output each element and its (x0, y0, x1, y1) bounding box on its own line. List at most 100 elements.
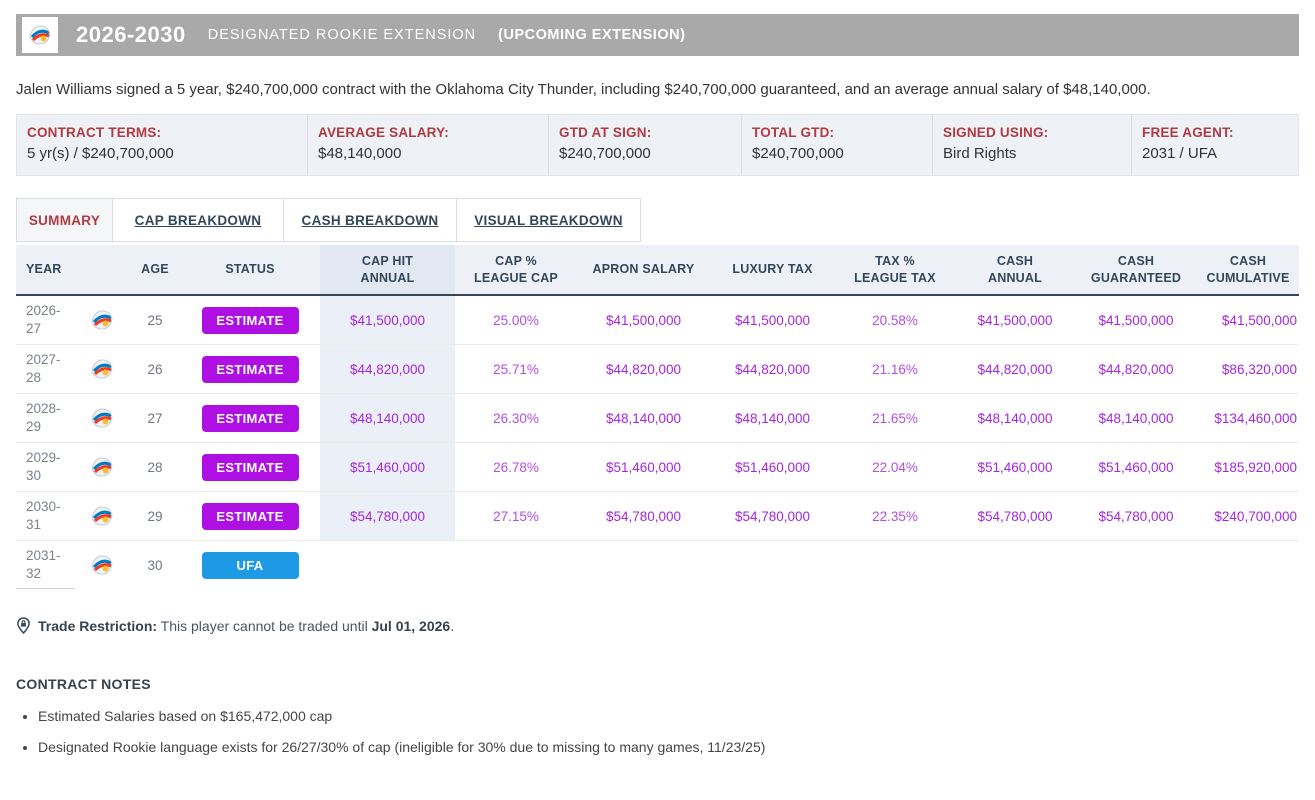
tab-visual-breakdown[interactable]: VISUAL BREAKDOWN (457, 198, 641, 242)
tab-cash-breakdown[interactable]: CASH BREAKDOWN (284, 198, 457, 242)
luxury-tax-cell: $41,500,000 (734, 312, 811, 328)
column-header-line2: ANNUAL (360, 270, 415, 285)
trade-restriction-period: . (450, 617, 455, 634)
status-badge-estimate: ESTIMATE (201, 404, 299, 432)
term-label: CONTRACT TERMS: (27, 125, 162, 140)
status-badge-estimate: ESTIMATE (201, 453, 299, 481)
tab-summary[interactable]: SUMMARY (16, 198, 113, 242)
column-header-status: STATUS (180, 245, 320, 294)
term-contract-terms: CONTRACT TERMS: 5 yr(s) / $240,700,000 (17, 115, 307, 175)
year-text: 2028-29 (26, 401, 61, 434)
year-cell: 2031-32 (16, 541, 74, 589)
column-header-line2: CUMULATIVE (1206, 270, 1290, 285)
column-header-year: YEAR (16, 245, 74, 294)
apron-salary-cell: $44,820,000 (605, 361, 682, 377)
column-header-team-logo (74, 245, 130, 294)
status-badge-ufa: UFA (201, 551, 299, 579)
status-cell: ESTIMATE (180, 345, 320, 393)
cash-guaranteed-cell: $44,820,000 (1098, 361, 1174, 377)
column-header-line1: CASH (1229, 254, 1267, 269)
trade-restriction-date: Jul 01, 2026 (371, 617, 451, 634)
cash-cumulative-cell (1197, 541, 1299, 589)
team-logo-icon (91, 310, 113, 330)
status-cell: ESTIMATE (180, 394, 320, 442)
team-logo-icon (91, 555, 113, 575)
contract-note-item: Estimated Salaries based on $165,472,000… (38, 708, 1299, 724)
table-body: 2026-27 25 ESTIMATE $41,500,000 25.00% $41,5… (16, 296, 1299, 589)
term-gtd-at-sign: GTD AT SIGN: $240,700,000 (548, 115, 741, 175)
term-label: AVERAGE SALARY: (318, 125, 450, 140)
cap-hit-cell: $41,500,000 (320, 296, 455, 344)
cash-guaranteed-cell: $54,780,000 (1098, 508, 1174, 524)
apron-salary-cell (577, 541, 710, 589)
tab-bar: SUMMARY CAP BREAKDOWN CASH BREAKDOWN VISUAL… (16, 198, 1299, 242)
team-logo-cell (74, 345, 130, 393)
age-cell: 26 (147, 361, 163, 377)
team-logo-cell (74, 492, 130, 540)
column-header-age: AGE (130, 245, 180, 294)
status-badge-estimate: ESTIMATE (201, 306, 299, 334)
luxury-tax-cell: $54,780,000 (734, 508, 811, 524)
cash-annual-cell: $54,780,000 (977, 508, 1053, 524)
cash-cumulative-cell: $134,460,000 (1214, 410, 1297, 426)
column-header-cap-hit: CAP HIT ANNUAL (320, 245, 455, 294)
cap-hit-cell: $54,780,000 (320, 492, 455, 540)
tab-cap-breakdown[interactable]: CAP BREAKDOWN (113, 198, 284, 242)
year-cell: 2030-31 (16, 492, 74, 540)
column-header-line2: ANNUAL (988, 270, 1042, 285)
team-logo-icon (91, 457, 113, 477)
team-logo-icon (91, 408, 113, 428)
cash-cumulative-cell: $185,920,000 (1214, 459, 1297, 475)
cap-pct-cell: 26.78% (493, 459, 539, 475)
cash-annual-cell: $44,820,000 (977, 361, 1053, 377)
cap-hit-cell: $51,460,000 (320, 443, 455, 491)
column-header-line2: LEAGUE TAX (854, 270, 936, 285)
column-header-apron-salary: APRON SALARY (577, 245, 710, 294)
cap-hit-cell: $44,820,000 (320, 345, 455, 393)
contract-status-label: (UPCOMING EXTENSION) (498, 27, 686, 43)
trade-restriction: Trade Restriction: This player cannot be… (16, 617, 1299, 634)
team-logo-cell (74, 443, 130, 491)
age-cell: 30 (147, 557, 163, 573)
table-row: 2027-28 26 ESTIMATE $44,820,000 25.71% $44,8… (16, 345, 1299, 394)
year-text: 2030-31 (26, 499, 61, 532)
cap-hit-cell: $48,140,000 (320, 394, 455, 442)
status-badge-estimate: ESTIMATE (201, 502, 299, 530)
apron-salary-cell: $41,500,000 (605, 312, 682, 328)
luxury-tax-cell (710, 541, 835, 589)
table-row: 2026-27 25 ESTIMATE $41,500,000 25.00% $41,5… (16, 296, 1299, 345)
cap-pct-cell (455, 541, 577, 589)
contract-table: YEAR AGE STATUS CAP HIT ANNUAL CAP % LEAGUE CA… (16, 245, 1299, 589)
term-label: TOTAL GTD: (752, 125, 835, 140)
term-label: FREE AGENT: (1142, 125, 1234, 140)
status-cell: ESTIMATE (180, 296, 320, 344)
cash-guaranteed-cell: $41,500,000 (1098, 312, 1174, 328)
table-row: 2028-29 27 ESTIMATE $48,140,000 26.30% $48,1… (16, 394, 1299, 443)
apron-salary-cell: $54,780,000 (605, 508, 682, 524)
column-header-line1: LUXURY TAX (732, 262, 813, 277)
cash-annual-cell (955, 541, 1075, 589)
table-row: 2031-32 30 UFA (16, 541, 1299, 589)
luxury-tax-cell: $51,460,000 (734, 459, 811, 475)
column-header-cap: CAP % LEAGUE CAP (455, 245, 577, 294)
contract-notes: CONTRACT NOTES Estimated Salaries based … (16, 676, 1299, 755)
year-text: 2027-28 (26, 352, 61, 385)
term-free-agent: FREE AGENT: 2031 / UFA (1131, 115, 1298, 175)
contract-years: 2026-2030 (76, 22, 186, 47)
cash-guaranteed-cell: $51,460,000 (1098, 459, 1174, 475)
age-cell: 29 (147, 508, 163, 524)
term-total-gtd: TOTAL GTD: $240,700,000 (741, 115, 932, 175)
year-text: 2029-30 (26, 450, 61, 483)
term-value: $240,700,000 (559, 145, 651, 162)
term-label: SIGNED USING: (943, 125, 1049, 140)
luxury-tax-cell: $44,820,000 (734, 361, 811, 377)
team-logo-icon (29, 25, 51, 45)
team-logo-cell (74, 394, 130, 442)
luxury-tax-cell: $48,140,000 (734, 410, 811, 426)
cash-cumulative-cell: $41,500,000 (1221, 312, 1297, 328)
trade-restriction-label: Trade Restriction: (38, 617, 158, 634)
tax-pct-cell: 22.35% (872, 508, 918, 524)
column-header-cash: CASH ANNUAL (955, 245, 1075, 294)
contract-notes-title: CONTRACT NOTES (16, 676, 151, 692)
